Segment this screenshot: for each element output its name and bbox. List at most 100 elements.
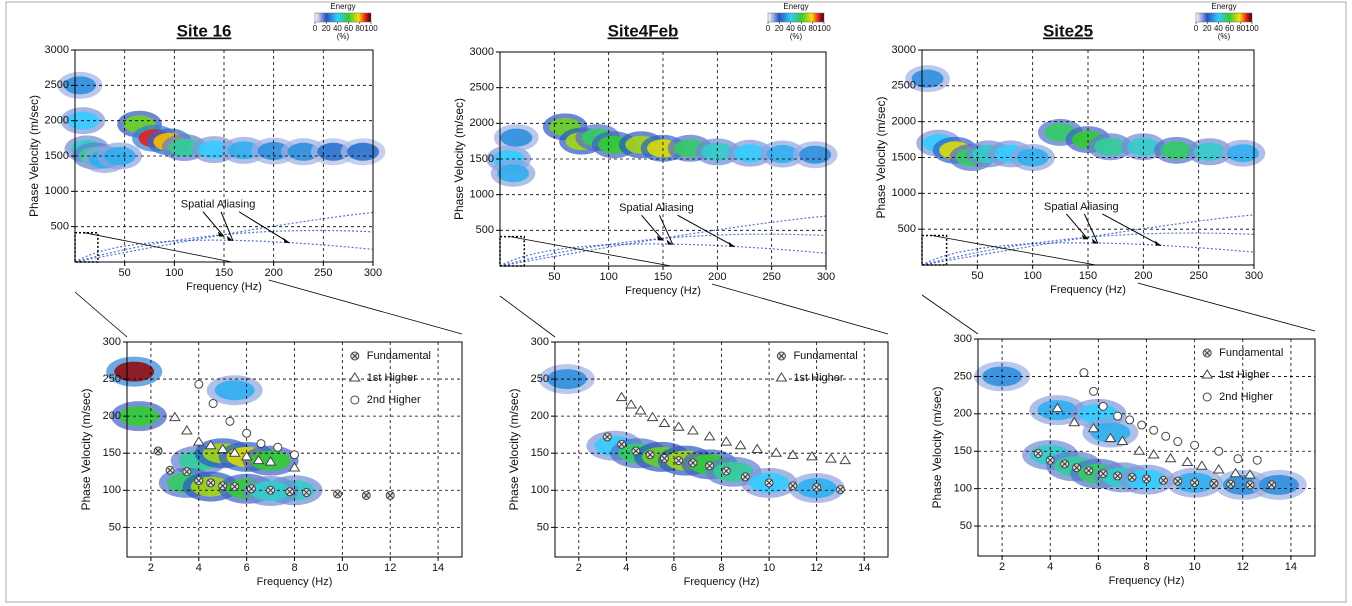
y-tick-label: 150 [531,447,549,459]
x-tick-label: 6 [671,562,677,574]
y-tick-label: 200 [531,410,549,422]
y-tick-label: 100 [103,484,121,496]
marker-cross [632,447,640,455]
marker-cross [231,483,238,490]
marker [634,405,647,415]
marker-cross [387,492,394,499]
arrow-head [1091,238,1098,244]
x-tick-label: 2 [148,562,154,574]
marker-cross [183,468,190,475]
x-tick-label: 200 [264,267,282,279]
colorbar-tick-label: 40 [1214,24,1223,33]
marker [225,416,235,426]
x-tick-label: 4 [196,562,202,574]
x-tick-label: 300 [1245,270,1263,282]
marker [1087,422,1100,433]
marker [615,391,628,402]
aliasing-curve [74,239,374,263]
x-tick-label: 150 [1079,270,1097,282]
energy-cell [546,369,587,390]
annotation-arrow [202,211,225,237]
colorbar-label: Energy [1211,2,1236,11]
marker [1133,445,1146,455]
marker [1051,402,1064,413]
marker-cross [689,459,697,466]
x-axis-label: Frequency (Hz) [1050,284,1126,296]
colorbar-label: Energy [783,2,808,11]
colorbar-tick-label: 80 [1236,24,1245,33]
marker [1190,440,1200,450]
plot-frame [499,51,827,267]
marker [1137,420,1147,430]
chart-title: Site25 [1043,21,1093,40]
x-tick-label: 150 [654,271,672,283]
marker [839,454,852,465]
marker [208,399,218,409]
marker [646,411,659,422]
energy-cell [63,76,96,95]
arrow-head [226,235,233,241]
chart-title: Site4Feb [608,21,679,40]
marker-cross [1035,450,1042,457]
x-tick-label: 50 [971,270,983,282]
marker-cross [1143,475,1150,483]
energy-cell [214,380,255,401]
marker [1181,456,1194,466]
marker-cross [1174,478,1181,485]
marker-cross [1128,474,1136,481]
x-tick-label: 12 [811,562,823,574]
energy-cell [497,164,530,183]
colorbar-tick-label: 0 [766,24,771,33]
energy-cell [733,144,766,163]
x-tick-label: 14 [1285,561,1297,573]
y-tick-label: 100 [954,483,972,495]
aliasing-curve [74,229,374,263]
aliasing-curve [921,214,1255,266]
x-tick-label: 12 [1237,561,1249,573]
marker [658,417,671,428]
marker-cross [1227,481,1234,488]
marker [228,447,241,457]
x-tick-label: 6 [1095,561,1101,573]
marker [805,450,818,461]
marker [288,462,301,472]
y-tick-label: 500 [898,223,916,235]
y-tick-label: 200 [954,408,972,420]
x-tick-label: 300 [817,271,835,283]
x-tick-label: 10 [1189,561,1201,573]
annotation-arrow [641,214,664,241]
plot: 50 100 150 200 250 30050010001500200025003000… [27,2,386,293]
marker [168,411,181,422]
energy-cell [500,128,533,147]
marker-cross [286,488,293,495]
energy-cell [1193,142,1226,161]
y-axis-label: Phase Velocity (m/sec) [507,388,521,510]
energy-cell [257,142,290,161]
y-tick-label: 1500 [470,153,494,165]
marker-cross [1100,470,1107,477]
plot: 50 100 150 200 250 30050010001500200025003000… [452,2,838,297]
marker-cross [1204,349,1211,357]
marker [216,443,229,453]
marker [1233,454,1243,464]
y-tick-label: 2000 [45,115,69,127]
energy-cell [347,142,380,161]
marker [1147,449,1160,459]
energy-cell [1090,422,1131,443]
colorbar-tick-label: 100 [1245,24,1259,33]
y-tick-label: 2000 [470,117,494,129]
marker-cross [789,482,797,489]
zoom-box [74,232,99,263]
aliasing-curve [921,242,1255,266]
marker-cross [166,467,174,474]
zoom-line [74,291,128,338]
plot-frame [126,341,463,558]
y-tick-label: 300 [954,333,972,345]
marker-cross [1085,467,1092,474]
legend-label: 2nd Higher [367,394,421,406]
marker-cross [1047,457,1054,464]
colorbar-label: Energy [330,2,355,11]
marker-cross [248,485,255,492]
marker-cross [661,455,668,462]
